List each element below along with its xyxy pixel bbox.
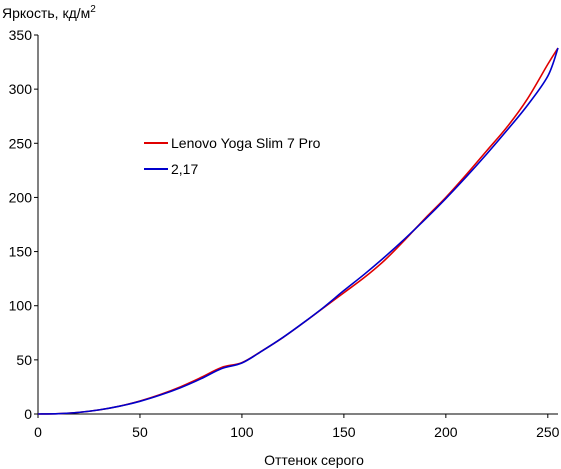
y-axis-title: Яркость, кд/м2 <box>2 4 96 21</box>
y-tick-label: 350 <box>9 27 33 43</box>
legend: Lenovo Yoga Slim 7 Pro 2,17 <box>144 135 321 177</box>
x-tick-label: 250 <box>536 424 560 440</box>
x-tick-label: 200 <box>434 424 458 440</box>
y-axis-title-text: Яркость, кд/м <box>2 5 90 21</box>
y-tick-label: 200 <box>9 189 33 205</box>
y-tick-label: 0 <box>24 406 32 422</box>
y-tick-label: 150 <box>9 244 33 260</box>
y-tick-label: 250 <box>9 135 33 151</box>
x-tick-label: 0 <box>34 424 42 440</box>
x-tick-label: 150 <box>332 424 356 440</box>
series-layer <box>37 47 559 415</box>
y-tick-label: 300 <box>9 81 33 97</box>
series-line-2 <box>37 47 559 415</box>
legend-label-2: 2,17 <box>171 161 198 177</box>
y-axis-title-superscript: 2 <box>90 4 96 15</box>
legend-label-1: Lenovo Yoga Slim 7 Pro <box>171 135 321 151</box>
y-tick-label: 50 <box>16 352 32 368</box>
series-line-1 <box>37 47 559 415</box>
y-tick-label: 100 <box>9 298 33 314</box>
axes: 0 50 100 150 200 250 300 350 0 50 100 150 200 250 <box>9 27 560 440</box>
x-tick-label: 100 <box>230 424 254 440</box>
x-axis-title: Оттенок серого <box>264 452 364 468</box>
x-tick-label: 50 <box>132 424 148 440</box>
